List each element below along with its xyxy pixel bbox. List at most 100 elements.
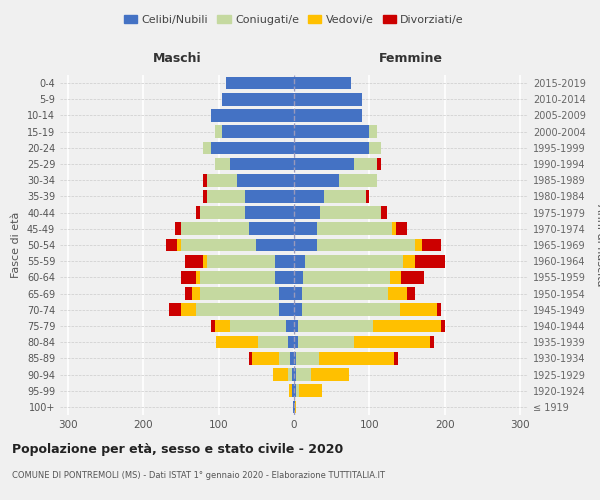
Bar bbox=[177, 238, 181, 252]
Bar bbox=[207, 190, 245, 202]
Bar bbox=[339, 174, 377, 186]
Bar bbox=[222, 126, 294, 138]
Bar bbox=[407, 288, 415, 300]
Bar bbox=[294, 93, 362, 106]
Text: COMUNE DI PONTREMOLI (MS) - Dati ISTAT 1° gennaio 2020 - Elaborazione TUTTITALIA: COMUNE DI PONTREMOLI (MS) - Dati ISTAT 1… bbox=[12, 471, 385, 480]
Bar bbox=[294, 304, 302, 316]
Bar bbox=[381, 206, 387, 219]
Bar bbox=[294, 174, 339, 186]
Bar bbox=[317, 222, 392, 235]
Bar bbox=[203, 174, 207, 186]
Bar bbox=[311, 368, 349, 381]
Bar bbox=[302, 304, 400, 316]
Bar bbox=[203, 190, 207, 202]
Bar bbox=[294, 206, 320, 219]
Bar bbox=[298, 320, 373, 332]
Bar bbox=[181, 271, 196, 283]
Bar bbox=[275, 255, 294, 268]
Bar bbox=[394, 352, 398, 364]
Bar bbox=[288, 368, 292, 381]
Bar bbox=[211, 142, 294, 154]
Bar bbox=[390, 271, 401, 283]
Bar bbox=[294, 320, 298, 332]
Bar bbox=[415, 255, 445, 268]
Bar bbox=[303, 271, 390, 283]
Bar bbox=[200, 271, 275, 283]
Bar bbox=[211, 320, 215, 332]
Bar bbox=[249, 222, 294, 235]
Bar bbox=[279, 288, 294, 300]
Bar bbox=[294, 255, 305, 268]
Bar bbox=[302, 288, 388, 300]
Bar bbox=[196, 304, 279, 316]
Bar bbox=[403, 255, 415, 268]
Bar bbox=[392, 222, 396, 235]
Bar bbox=[286, 320, 294, 332]
Bar bbox=[401, 271, 424, 283]
Bar bbox=[215, 126, 222, 138]
Bar bbox=[292, 368, 294, 381]
Bar bbox=[279, 304, 294, 316]
Bar bbox=[196, 206, 200, 219]
Bar bbox=[200, 206, 245, 219]
Bar bbox=[249, 352, 253, 364]
Bar bbox=[441, 320, 445, 332]
Bar bbox=[295, 400, 296, 413]
Bar bbox=[196, 271, 200, 283]
Bar bbox=[175, 222, 181, 235]
Bar bbox=[366, 190, 370, 202]
Bar bbox=[222, 93, 294, 106]
Bar bbox=[388, 288, 407, 300]
Bar bbox=[294, 288, 302, 300]
Bar bbox=[292, 384, 294, 397]
Bar bbox=[324, 190, 366, 202]
Bar bbox=[294, 352, 296, 364]
Bar bbox=[294, 222, 317, 235]
Bar bbox=[238, 174, 294, 186]
Bar bbox=[370, 142, 381, 154]
Bar bbox=[299, 384, 322, 397]
Text: Femmine: Femmine bbox=[379, 52, 443, 66]
Legend: Celibi/Nubili, Coniugati/e, Vedovi/e, Divorziati/e: Celibi/Nubili, Coniugati/e, Vedovi/e, Di… bbox=[119, 10, 469, 29]
Bar bbox=[422, 238, 441, 252]
Bar bbox=[355, 158, 377, 170]
Bar bbox=[230, 320, 286, 332]
Bar bbox=[181, 238, 256, 252]
Bar bbox=[294, 109, 362, 122]
Bar bbox=[293, 400, 294, 413]
Bar bbox=[294, 238, 317, 252]
Bar bbox=[279, 352, 290, 364]
Bar bbox=[294, 271, 303, 283]
Bar bbox=[203, 255, 207, 268]
Bar bbox=[373, 320, 441, 332]
Bar bbox=[253, 352, 279, 364]
Bar bbox=[211, 109, 294, 122]
Bar bbox=[273, 368, 288, 381]
Bar bbox=[203, 142, 211, 154]
Bar bbox=[370, 126, 377, 138]
Bar bbox=[290, 352, 294, 364]
Bar bbox=[294, 77, 350, 90]
Bar bbox=[256, 238, 294, 252]
Y-axis label: Fasce di età: Fasce di età bbox=[11, 212, 21, 278]
Text: Maschi: Maschi bbox=[152, 52, 202, 66]
Y-axis label: Anni di nascita: Anni di nascita bbox=[595, 204, 600, 286]
Bar bbox=[166, 238, 177, 252]
Bar bbox=[245, 206, 294, 219]
Bar bbox=[181, 222, 249, 235]
Bar bbox=[430, 336, 434, 348]
Bar bbox=[294, 158, 355, 170]
Bar bbox=[294, 126, 370, 138]
Bar bbox=[294, 142, 370, 154]
Bar bbox=[319, 352, 394, 364]
Bar bbox=[258, 336, 288, 348]
Bar bbox=[207, 255, 275, 268]
Bar bbox=[294, 368, 296, 381]
Bar bbox=[355, 336, 430, 348]
Bar bbox=[294, 336, 298, 348]
Bar bbox=[207, 174, 238, 186]
Bar bbox=[226, 77, 294, 90]
Bar bbox=[294, 384, 296, 397]
Bar bbox=[296, 384, 299, 397]
Bar bbox=[215, 158, 230, 170]
